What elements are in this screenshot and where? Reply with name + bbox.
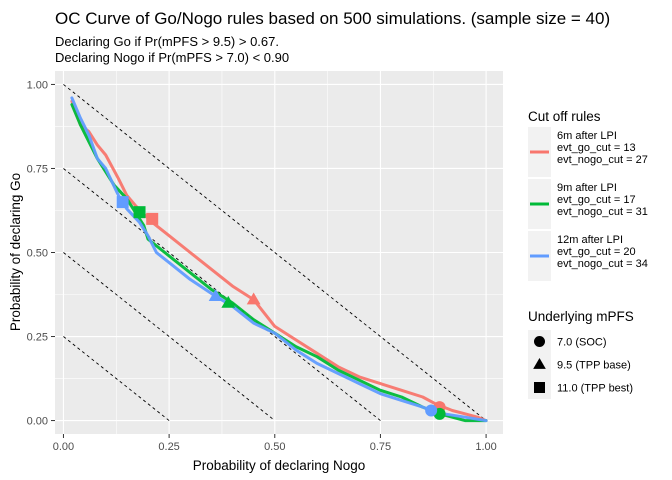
- legend-label: 9.5 (TPP base): [557, 360, 631, 372]
- x-tick-label: 0.75: [370, 441, 391, 453]
- legend-key-triangle: [533, 358, 546, 369]
- legend-key-square: [534, 382, 545, 393]
- y-tick-label: 0.00: [27, 416, 48, 428]
- legend-key-circle: [534, 336, 545, 347]
- legend-label: evt_go_cut = 20: [557, 246, 636, 258]
- legend-label: 11.0 (TPP best): [557, 383, 633, 395]
- legend-label: evt_nogo_cut = 31: [557, 206, 648, 218]
- legend-title-underlying-mpfs: Underlying mPFS: [528, 309, 634, 324]
- legend-title-cut-off-rules: Cut off rules: [528, 109, 601, 124]
- legend-label: 6m after LPI: [557, 130, 617, 142]
- x-axis-ticks: 0.00 0.25 0.50 0.75 1.00: [53, 434, 497, 453]
- x-tick-label: 1.00: [475, 441, 496, 453]
- y-axis-ticks: 0.00 0.25 0.50 0.75 1.00: [27, 79, 55, 428]
- legend-label: evt_go_cut = 13: [557, 142, 636, 154]
- x-tick-label: 0.25: [158, 441, 179, 453]
- y-tick-label: 1.00: [27, 79, 48, 91]
- y-tick-label: 0.75: [27, 163, 48, 175]
- y-tick-label: 0.50: [27, 248, 48, 260]
- reference-line: [63, 168, 381, 421]
- legend-label: 12m after LPI: [557, 234, 623, 246]
- x-axis-title: Probability of declaring Nogo: [193, 458, 366, 473]
- marker-square: [116, 196, 129, 209]
- y-axis-title: Probability of declaring Go: [8, 173, 23, 331]
- x-tick-label: 0.50: [264, 441, 285, 453]
- x-tick-label: 0.00: [53, 441, 74, 453]
- chart-subtitle-line-2: Declaring Nogo if Pr(mPFS > 7.0) < 0.90: [55, 50, 289, 65]
- reference-line: [63, 336, 170, 421]
- legend-label: evt_nogo_cut = 34: [557, 258, 648, 270]
- legend-label: 9m after LPI: [557, 182, 617, 194]
- marker-circle: [425, 404, 438, 417]
- reference-line: [63, 252, 276, 421]
- legend-label: evt_go_cut = 17: [557, 194, 636, 206]
- marker-triangle: [246, 292, 261, 305]
- y-tick-label: 0.25: [27, 332, 48, 344]
- marker-triangle: [221, 295, 236, 308]
- legend-label: 7.0 (SOC): [557, 337, 607, 349]
- series-markers: [116, 196, 446, 420]
- reference-lines: [63, 84, 487, 421]
- marker-square: [133, 206, 146, 219]
- chart-subtitle-line-1: Declaring Go if Pr(mPFS > 9.5) > 0.67.: [55, 34, 279, 49]
- gridlines: [55, 71, 503, 434]
- legend-underlying-mpfs: Underlying mPFS 7.0 (SOC) 9.5 (TPP base) 11…: [528, 309, 634, 399]
- marker-triangle: [208, 289, 223, 301]
- marker-square: [146, 212, 159, 225]
- chart-title: OC Curve of Go/Nogo rules based on 500 s…: [55, 9, 610, 28]
- legend-label: evt_nogo_cut = 27: [557, 154, 648, 166]
